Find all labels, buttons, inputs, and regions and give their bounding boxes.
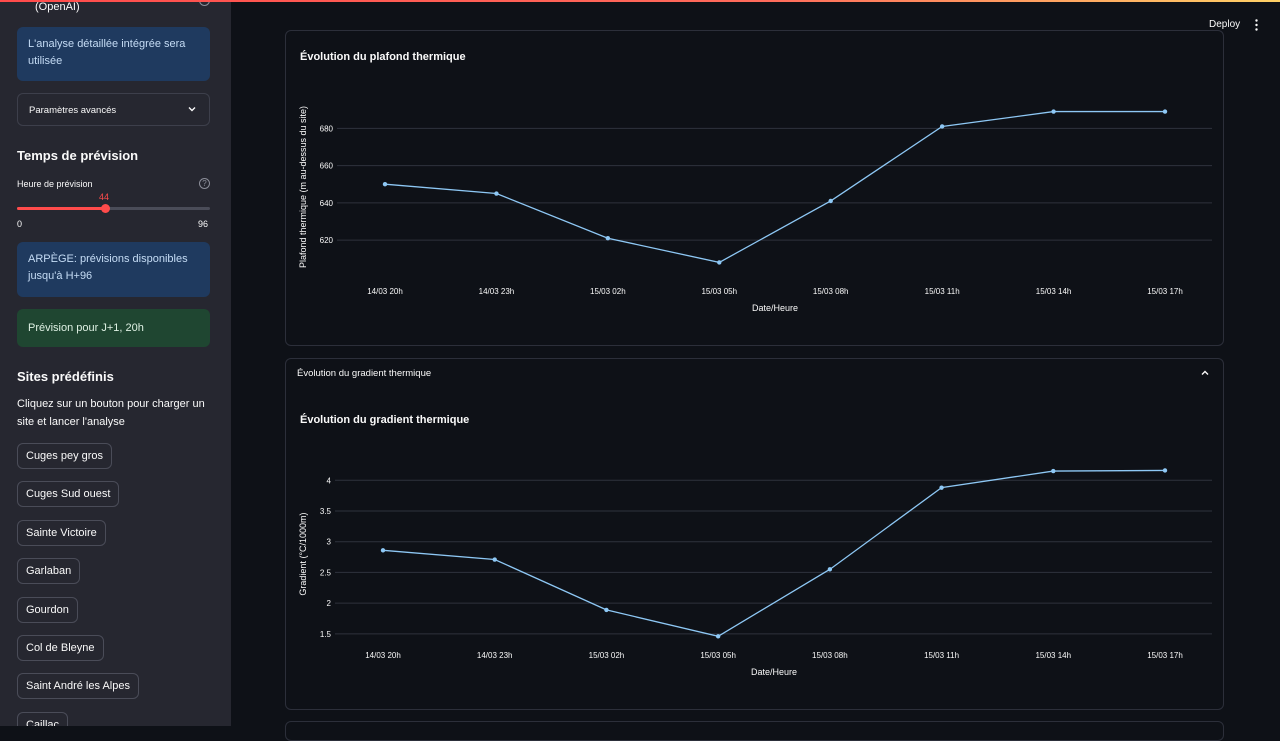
site-button[interactable]: Garlaban xyxy=(17,558,81,584)
site-button[interactable]: Col de Bleyne xyxy=(17,635,104,661)
sites-description: Cliquez sur un bouton pour charger un si… xyxy=(17,398,205,428)
more-menu-icon[interactable] xyxy=(1254,19,1259,31)
slider-fill xyxy=(17,207,106,210)
deploy-button[interactable]: Deploy xyxy=(1209,19,1241,30)
slider-min: 0 xyxy=(17,219,23,229)
forecast-success-alert: Prévision pour J+1, 20h xyxy=(17,309,210,347)
ceiling-chart-panel xyxy=(285,30,1224,346)
gradient-expander-panel xyxy=(285,358,1224,710)
site-button[interactable]: Sainte Victoire xyxy=(17,520,106,546)
top-decoration-line xyxy=(0,0,1280,2)
slider-thumb[interactable] xyxy=(100,204,110,213)
gradient-expander-header[interactable]: Évolution du gradient thermique xyxy=(297,368,432,379)
site-button[interactable]: Gourdon xyxy=(17,597,78,623)
next-panel xyxy=(285,721,1224,741)
forecast-hour-label: Heure de prévision xyxy=(17,179,93,189)
site-button[interactable]: Cuges pey gros xyxy=(17,443,113,469)
forecast-time-heading: Temps de prévision xyxy=(17,148,139,163)
advanced-params-label: Paramètres avancés xyxy=(29,105,117,116)
slider-value: 44 xyxy=(99,192,110,202)
site-button[interactable]: Saint André les Alpes xyxy=(17,673,139,699)
advanced-params-expander[interactable]: Paramètres avancés xyxy=(17,93,210,126)
forecast-hour-slider[interactable] xyxy=(17,207,210,210)
help-icon[interactable]: ? xyxy=(199,178,210,189)
arpege-info-alert: ARPÈGE: prévisions disponibles jusqu'à H… xyxy=(17,242,210,297)
model-provider-text: (OpenAI) xyxy=(35,1,80,13)
sites-heading: Sites prédéfinis xyxy=(17,369,114,384)
analysis-info-alert: L'analyse détaillée intégrée sera utilis… xyxy=(17,27,210,81)
sidebar: (OpenAI) L'analyse détaillée intégrée se… xyxy=(0,0,231,726)
site-button[interactable]: Cuges Sud ouest xyxy=(17,481,120,507)
chevron-up-icon[interactable] xyxy=(1200,368,1210,378)
chevron-down-icon xyxy=(188,107,196,112)
site-button[interactable]: Caillac xyxy=(17,712,69,726)
slider-max: 96 xyxy=(198,219,209,229)
